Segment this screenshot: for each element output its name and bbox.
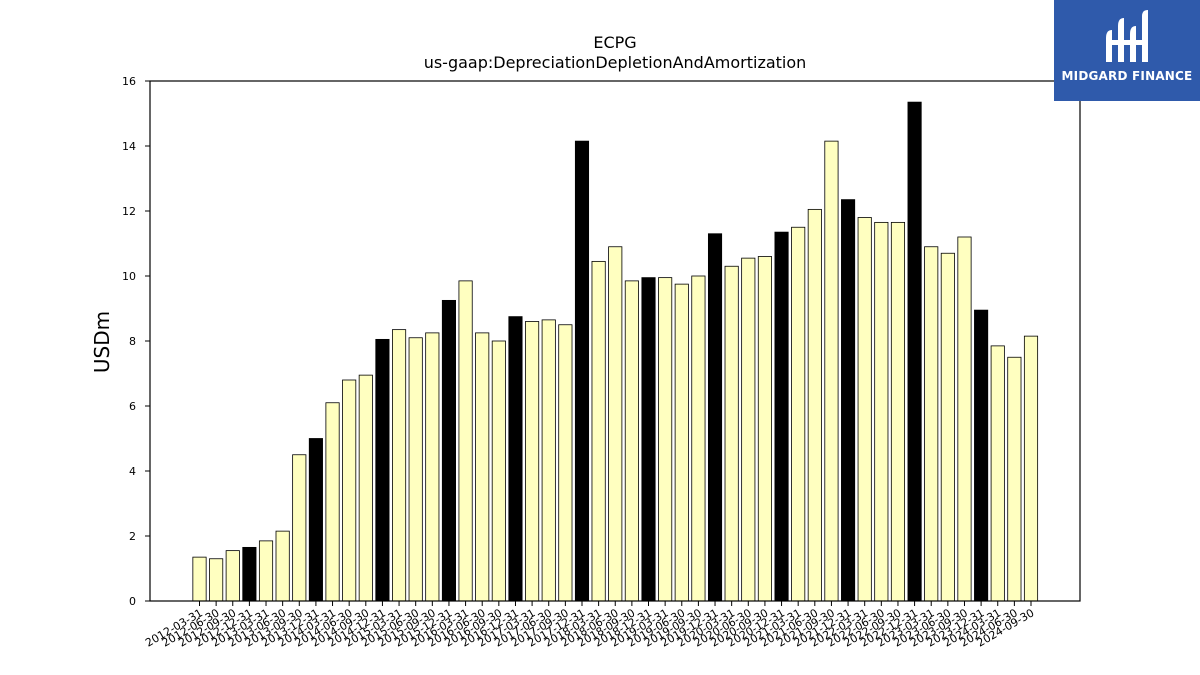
bar-2023-09-30 bbox=[957, 236, 972, 602]
bar-2015-09-30 bbox=[425, 332, 440, 602]
bar-2017-12-31 bbox=[574, 140, 590, 602]
y-tick-label: 10 bbox=[122, 270, 136, 283]
bar-2015-12-31 bbox=[441, 299, 456, 602]
bar-2014-12-31 bbox=[375, 338, 390, 602]
bar-2012-03-31 bbox=[192, 556, 207, 602]
y-tick-label: 2 bbox=[129, 530, 136, 543]
x-axis-ticks: 2012-03-312012-06-302012-09-302012-12-31… bbox=[143, 601, 1037, 650]
bar-2018-09-30 bbox=[624, 280, 639, 602]
y-tick-label: 6 bbox=[129, 400, 136, 413]
bar-2013-12-31 bbox=[308, 438, 323, 602]
bar-2023-06-30 bbox=[940, 252, 955, 602]
chart-title: ECPG bbox=[593, 33, 636, 52]
bar-2024-09-30 bbox=[1023, 335, 1039, 602]
bar-2021-03-31 bbox=[791, 226, 806, 602]
bar-2017-09-30 bbox=[558, 324, 573, 602]
bar-2016-06-30 bbox=[475, 332, 490, 602]
bar-2022-12-31 bbox=[907, 101, 922, 602]
bar-2020-12-31 bbox=[774, 231, 789, 602]
bar-2019-06-30 bbox=[674, 283, 689, 602]
bar-2022-09-30 bbox=[890, 221, 906, 602]
bar-2017-06-30 bbox=[541, 319, 556, 602]
bar-2017-03-31 bbox=[525, 321, 540, 602]
midgard-finance-logo: MIDGARD FINANCE bbox=[1054, 0, 1200, 101]
bars-group bbox=[192, 101, 1039, 602]
y-tick-label: 4 bbox=[129, 465, 136, 478]
bar-2019-03-31 bbox=[658, 277, 673, 602]
bar-2014-09-30 bbox=[358, 374, 373, 602]
bar-2019-12-31 bbox=[707, 233, 723, 602]
y-tick-label: 0 bbox=[129, 595, 136, 608]
midgard-logo-icon bbox=[1106, 10, 1148, 62]
bar-2024-06-30 bbox=[1007, 356, 1022, 602]
bar-2012-12-31 bbox=[242, 546, 257, 602]
bar-2014-06-30 bbox=[342, 379, 357, 602]
bar-2018-06-30 bbox=[608, 246, 623, 602]
bar-2012-09-30 bbox=[225, 550, 240, 602]
chart-subtitle: us-gaap:DepreciationDepletionAndAmortiza… bbox=[424, 53, 807, 72]
y-axis-ticks: 0 2 4 6 8 10 12 14 16 bbox=[122, 75, 150, 608]
bar-2023-03-31 bbox=[924, 246, 939, 602]
bar-2022-03-31 bbox=[857, 217, 872, 602]
bar-2016-12-31 bbox=[508, 316, 523, 602]
bar-2022-06-30 bbox=[874, 221, 889, 602]
bar-2015-06-30 bbox=[408, 337, 423, 602]
y-tick-label: 14 bbox=[122, 140, 136, 153]
y-axis-label: USDm bbox=[90, 311, 114, 373]
y-tick-label: 16 bbox=[122, 75, 136, 88]
bar-2015-03-31 bbox=[392, 329, 407, 602]
bar-2020-06-30 bbox=[741, 257, 756, 602]
bar-2013-09-30 bbox=[292, 454, 307, 602]
logo-text: MIDGARD FINANCE bbox=[1061, 69, 1193, 83]
bar-2021-06-30 bbox=[807, 208, 822, 602]
bar-2018-03-31 bbox=[591, 260, 606, 602]
y-tick-label: 8 bbox=[129, 335, 136, 348]
bar-2021-09-30 bbox=[824, 140, 839, 602]
bar-2018-12-31 bbox=[641, 277, 656, 602]
bar-2019-09-30 bbox=[691, 275, 706, 602]
bar-2024-03-31 bbox=[990, 345, 1005, 602]
bar-2012-06-30 bbox=[209, 558, 224, 602]
bar-2021-12-31 bbox=[841, 199, 856, 602]
bar-2020-09-30 bbox=[757, 256, 772, 602]
bar-2014-03-31 bbox=[325, 402, 340, 602]
bar-2016-09-30 bbox=[491, 340, 506, 602]
bar-2020-03-31 bbox=[724, 265, 739, 602]
plot-frame bbox=[149, 80, 1081, 602]
bar-2016-03-31 bbox=[458, 280, 473, 602]
bar-2023-12-31 bbox=[974, 309, 989, 602]
bar-2013-06-30 bbox=[275, 530, 290, 602]
y-tick-label: 12 bbox=[122, 205, 136, 218]
bar-2013-03-31 bbox=[258, 540, 274, 602]
